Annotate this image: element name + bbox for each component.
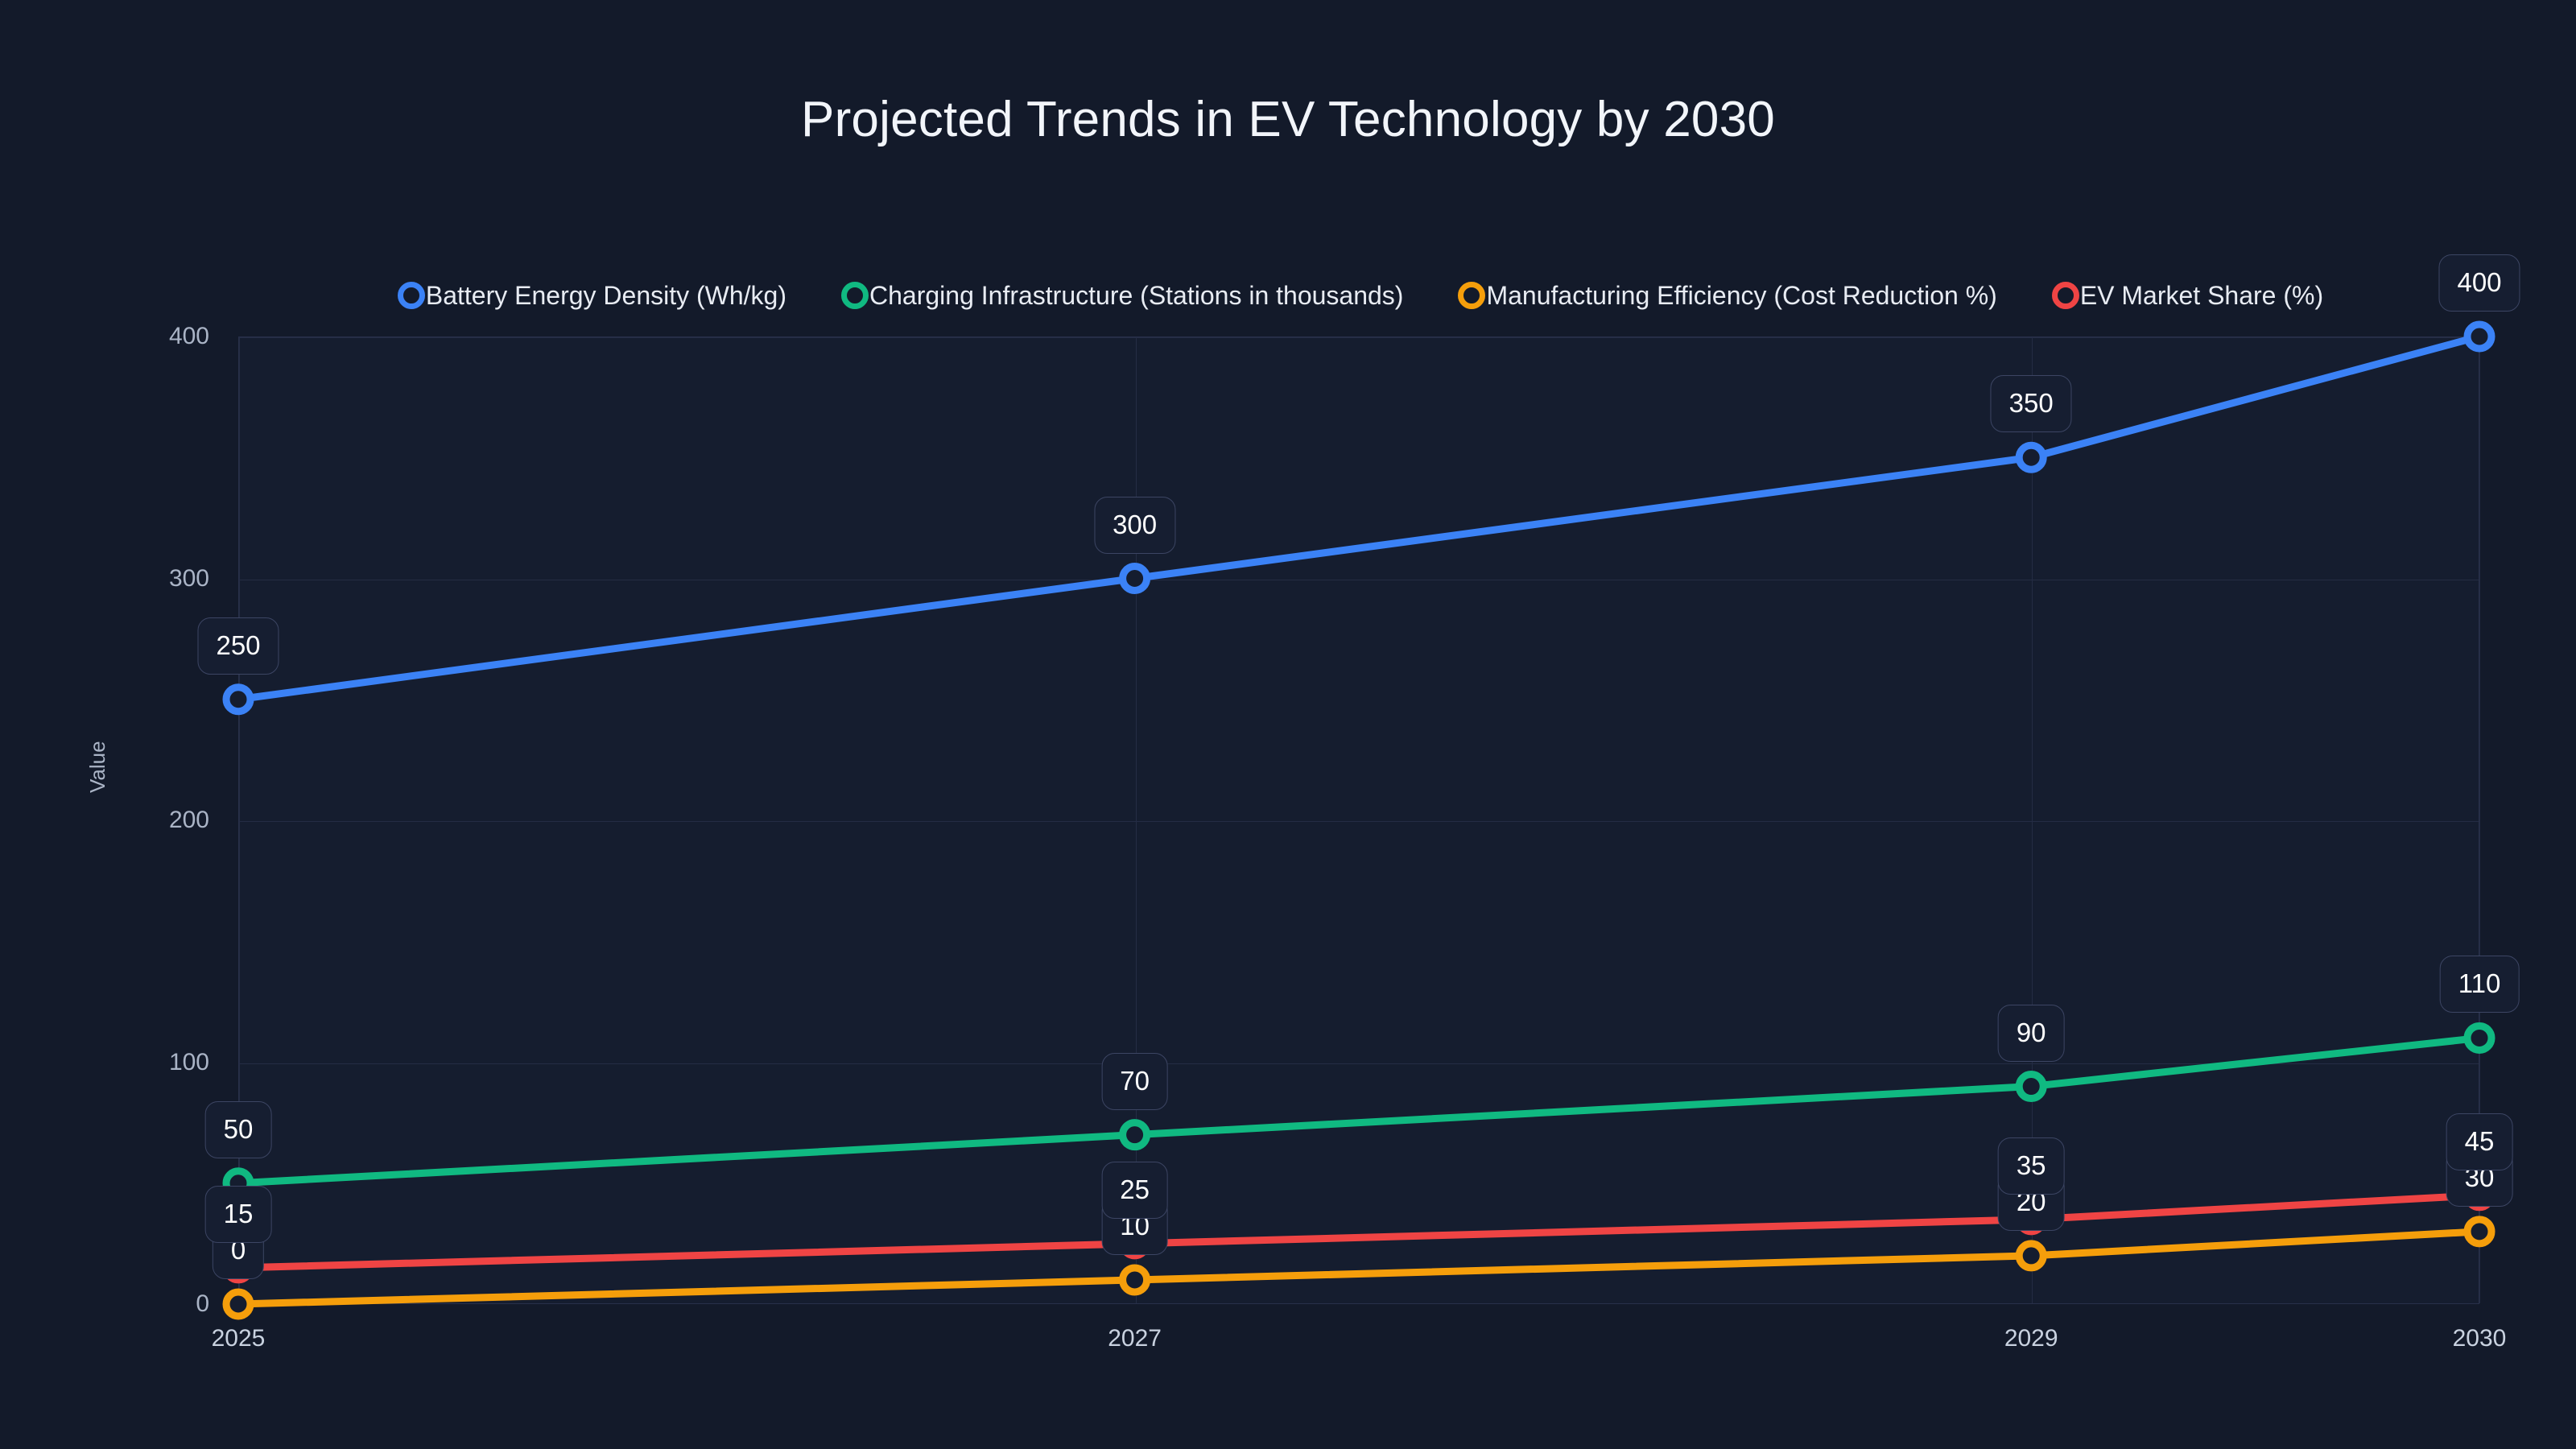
legend-item-0[interactable]: Battery Energy Density (Wh/kg)	[397, 281, 786, 310]
gridline-vertical	[1135, 337, 1137, 1303]
legend-label: Battery Energy Density (Wh/kg)	[425, 281, 786, 310]
gridline-vertical	[239, 337, 240, 1303]
legend-circle-icon	[1458, 282, 1486, 309]
legend-label: EV Market Share (%)	[2079, 281, 2324, 310]
data-point-label: 70	[1101, 1052, 1168, 1110]
x-axis-tick-label: 2030	[2452, 1325, 2507, 1352]
x-axis-tick-label: 2025	[211, 1325, 266, 1352]
y-axis-tick-label: 0	[196, 1290, 209, 1317]
data-point-label: 45	[2446, 1113, 2513, 1170]
y-axis-tick-label: 400	[168, 323, 209, 349]
y-axis-tick-label: 100	[168, 1048, 209, 1075]
legend-label: Charging Infrastructure (Stations in tho…	[869, 281, 1404, 310]
legend-item-3[interactable]: EV Market Share (%)	[2051, 281, 2324, 310]
chart-title: Projected Trends in EV Technology by 203…	[801, 92, 1775, 147]
gridline-vertical	[2032, 337, 2033, 1303]
data-point-label: 35	[1997, 1137, 2065, 1195]
gridline-horizontal	[239, 821, 2479, 822]
plot-area	[238, 336, 2480, 1304]
x-axis-tick-label: 2027	[1108, 1325, 1162, 1352]
legend-circle-icon	[397, 282, 425, 309]
data-point-label: 400	[2438, 254, 2520, 312]
data-point-label: 300	[1094, 496, 1176, 554]
data-point-label: 250	[197, 617, 279, 675]
legend-label: Manufacturing Efficiency (Cost Reduction…	[1486, 281, 1997, 310]
gridline-horizontal	[239, 337, 2479, 338]
legend-circle-icon	[2051, 282, 2079, 309]
data-point-label: 90	[1997, 1004, 2065, 1062]
data-point-label: 50	[204, 1100, 272, 1158]
data-point-label: 350	[1990, 375, 2072, 433]
y-axis-tick-label: 300	[168, 564, 209, 592]
y-axis-tick-label: 200	[168, 807, 209, 833]
data-point-label: 25	[1101, 1161, 1168, 1219]
chart-legend: Battery Energy Density (Wh/kg) Charging I…	[238, 282, 2483, 309]
legend-item-2[interactable]: Manufacturing Efficiency (Cost Reduction…	[1458, 281, 1997, 310]
y-axis-title: Value	[85, 741, 109, 793]
gridline-horizontal	[239, 1063, 2479, 1064]
x-axis-tick-label: 2029	[2004, 1325, 2058, 1352]
data-point-label: 110	[2439, 956, 2520, 1013]
legend-circle-icon	[841, 282, 869, 309]
data-point-label: 15	[204, 1185, 272, 1243]
gridline-vertical	[2479, 337, 2480, 1303]
legend-item-1[interactable]: Charging Infrastructure (Stations in tho…	[841, 282, 1403, 309]
